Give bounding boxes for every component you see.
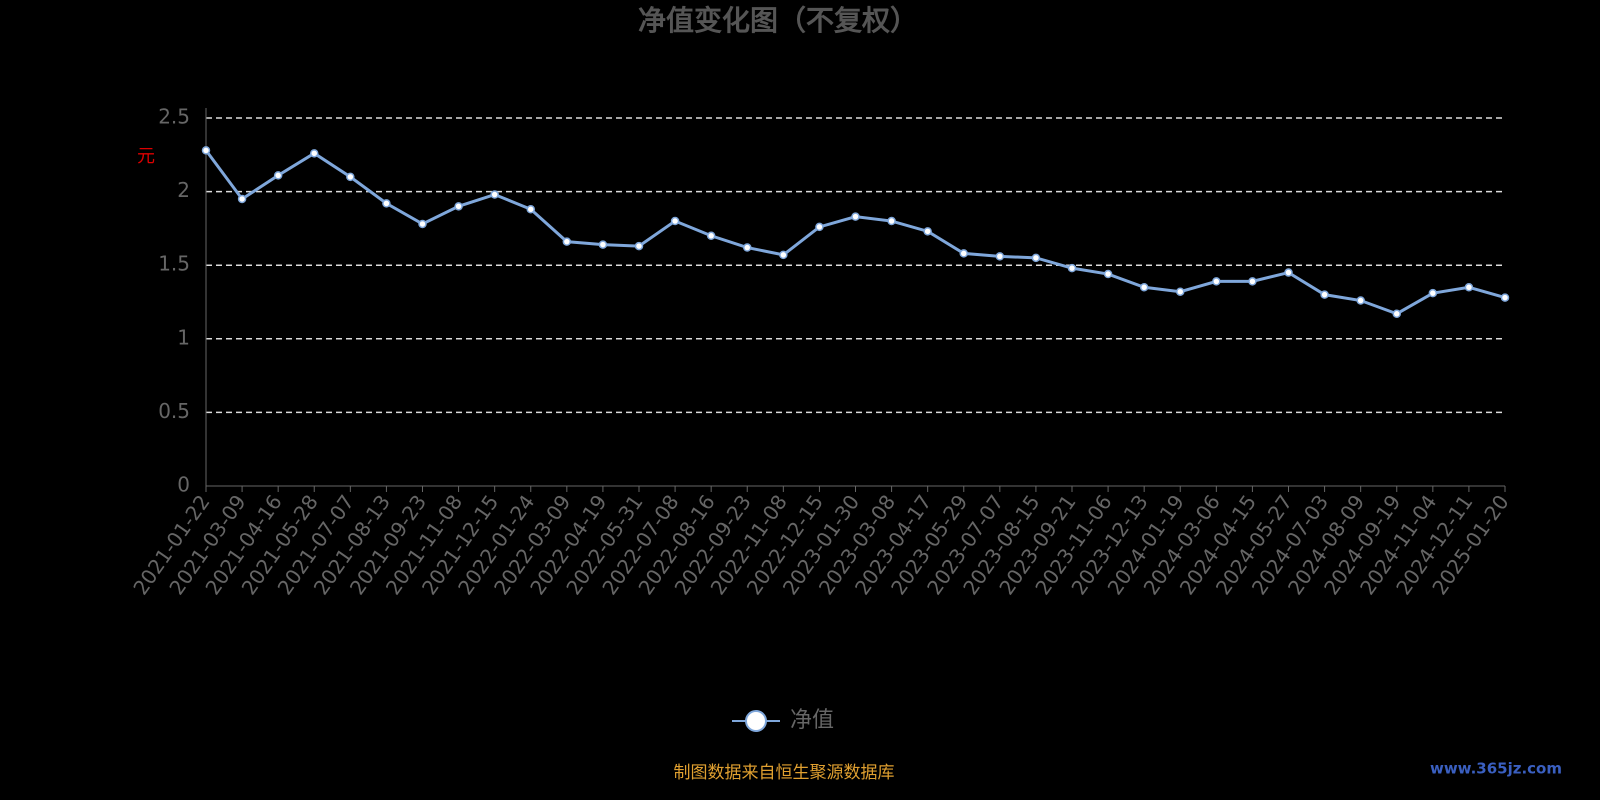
point (1428, 288, 1438, 298)
point (273, 171, 283, 180)
point (779, 250, 788, 260)
point (346, 172, 355, 182)
point (887, 216, 896, 226)
y-tick-label: 0 (177, 473, 190, 497)
y-tick-label: 0.5 (158, 399, 190, 423)
point (562, 237, 572, 246)
point (526, 205, 535, 214)
point (1464, 283, 1474, 292)
point (706, 231, 716, 241)
point (1031, 253, 1041, 263)
y-tick-label: 1 (177, 325, 190, 349)
point (1248, 277, 1257, 286)
point (1067, 263, 1077, 273)
point (634, 241, 644, 251)
watermark: www.365jz.com (1430, 760, 1562, 778)
point (851, 212, 860, 221)
legend-label: 净值 (790, 708, 834, 733)
point (310, 149, 319, 158)
y-tick-label: 1.5 (158, 252, 190, 276)
legend-marker (745, 710, 767, 732)
point (1356, 296, 1365, 305)
point (490, 190, 499, 199)
point (454, 202, 463, 211)
point (1139, 283, 1149, 292)
point (1176, 287, 1185, 296)
point (959, 249, 968, 258)
point (1103, 269, 1113, 279)
point (670, 216, 680, 226)
point (201, 146, 211, 155)
point (598, 240, 608, 249)
point (923, 227, 932, 236)
point (1500, 293, 1510, 302)
point (1212, 277, 1221, 286)
point (1284, 268, 1293, 277)
point (1392, 309, 1401, 319)
point (418, 219, 427, 229)
point (237, 194, 247, 204)
point (1320, 290, 1329, 299)
y-axis-label: 元 (137, 146, 155, 167)
chart-title: 净值变化图（不复权） (638, 4, 918, 37)
y-tick-label: 2 (177, 178, 190, 202)
y-tick-label: 2.5 (158, 105, 190, 129)
point (382, 199, 391, 208)
point (815, 222, 824, 232)
chart: 净值变化图（不复权） 元 制图数据来自恒生聚源数据库 www.365jz.com… (0, 0, 1568, 784)
point (995, 252, 1005, 261)
footer: 制图数据来自恒生聚源数据库 (674, 763, 895, 783)
point (743, 243, 752, 252)
background (0, 0, 1568, 784)
